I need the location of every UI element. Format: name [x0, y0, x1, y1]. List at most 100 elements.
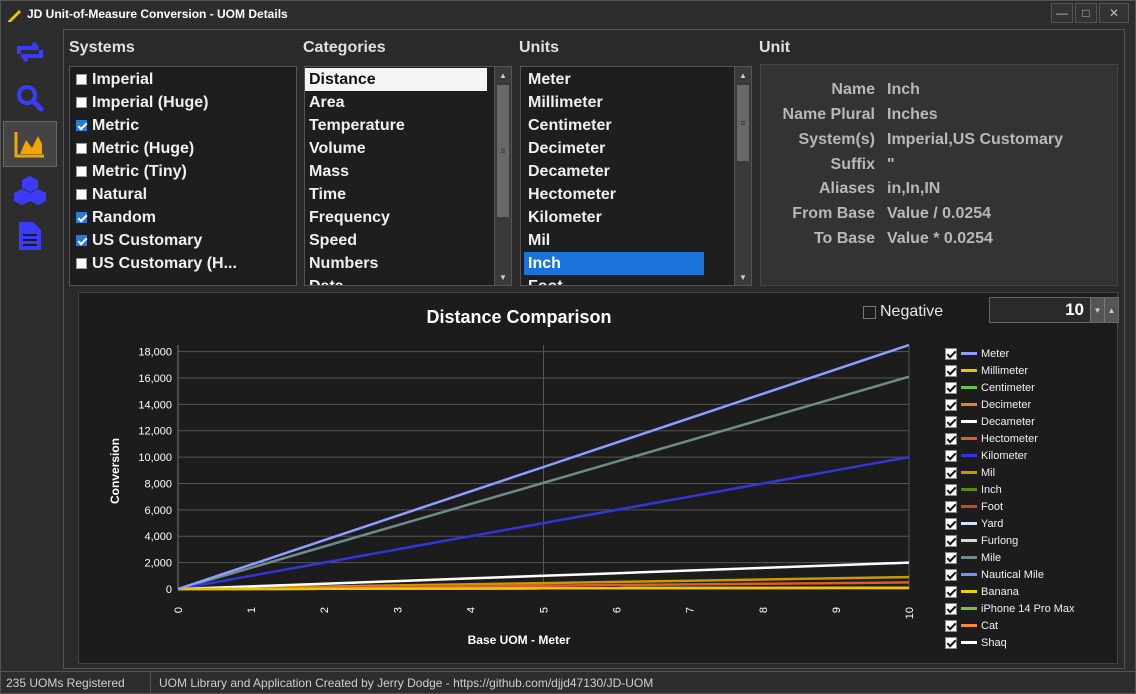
legend-item[interactable]: Yard — [945, 515, 1075, 532]
category-item[interactable]: Mass — [309, 162, 350, 180]
legend-item[interactable]: Millimeter — [945, 362, 1075, 379]
scroll-down-icon[interactable]: ▼ — [495, 269, 511, 285]
spin-down-icon[interactable]: ▼ — [1090, 298, 1104, 322]
system-item[interactable]: Imperial (Huge) — [70, 91, 296, 114]
legend-checkbox[interactable] — [945, 500, 957, 513]
legend-checkbox[interactable] — [945, 585, 957, 598]
legend-checkbox[interactable] — [945, 619, 957, 632]
legend-item[interactable]: Foot — [945, 498, 1075, 515]
category-item[interactable]: Speed — [309, 231, 358, 249]
unit-item[interactable]: Decimeter — [528, 139, 606, 157]
status-credits: UOM Library and Application Created by J… — [159, 675, 654, 690]
legend-item[interactable]: Cat — [945, 617, 1075, 634]
negative-toggle[interactable]: Negative — [863, 303, 943, 321]
legend-item[interactable]: Shaq — [945, 634, 1075, 651]
maximize-button[interactable]: □ — [1075, 3, 1097, 23]
system-checkbox[interactable] — [76, 258, 87, 269]
category-item-selected[interactable]: Distance — [305, 68, 487, 91]
system-checkbox[interactable] — [76, 74, 87, 85]
category-item[interactable]: Volume — [309, 139, 366, 157]
legend-item[interactable]: Decimeter — [945, 396, 1075, 413]
legend-checkbox[interactable] — [945, 364, 957, 377]
system-item[interactable]: US Customary — [70, 229, 296, 252]
system-item[interactable]: Metric (Huge) — [70, 137, 296, 160]
sidebar-item-convert[interactable] — [3, 29, 57, 75]
legend-item[interactable]: Meter — [945, 345, 1075, 362]
system-checkbox[interactable] — [76, 189, 87, 200]
unit-item[interactable]: Meter — [528, 70, 571, 88]
system-item[interactable]: Metric (Tiny) — [70, 160, 296, 183]
legend-checkbox[interactable] — [945, 381, 957, 394]
system-checkbox[interactable] — [76, 120, 87, 131]
legend-item[interactable]: Banana — [945, 583, 1075, 600]
system-checkbox[interactable] — [76, 235, 87, 246]
scroll-up-icon[interactable]: ▲ — [495, 67, 511, 83]
unit-item[interactable]: Hectometer — [528, 185, 617, 203]
system-item[interactable]: Imperial — [70, 68, 296, 91]
negative-checkbox[interactable] — [863, 305, 876, 319]
sidebar-item-search[interactable] — [3, 75, 57, 121]
category-item[interactable]: Data — [309, 277, 344, 286]
legend-item[interactable]: iPhone 14 Pro Max — [945, 600, 1075, 617]
legend-item[interactable]: Kilometer — [945, 447, 1075, 464]
sidebar-item-document[interactable] — [3, 213, 57, 259]
spin-up-icon[interactable]: ▲ — [1104, 298, 1118, 322]
close-button[interactable]: ✕ — [1099, 3, 1129, 23]
system-checkbox[interactable] — [76, 212, 87, 223]
cubes-icon — [14, 176, 46, 205]
scroll-thumb[interactable]: ≡ — [737, 85, 749, 161]
category-item[interactable]: Numbers — [309, 254, 379, 272]
legend-checkbox[interactable] — [945, 517, 957, 530]
system-checkbox[interactable] — [76, 143, 87, 154]
legend-checkbox[interactable] — [945, 551, 957, 564]
legend-item[interactable]: Furlong — [945, 532, 1075, 549]
legend-checkbox[interactable] — [945, 398, 957, 411]
categories-scrollbar[interactable]: ▲ ≡ ▼ — [494, 67, 511, 285]
legend-item[interactable]: Inch — [945, 481, 1075, 498]
range-spinner-value[interactable]: 10 — [1065, 300, 1084, 319]
scroll-up-icon[interactable]: ▲ — [735, 67, 751, 83]
legend-checkbox[interactable] — [945, 568, 957, 581]
legend-item[interactable]: Mile — [945, 549, 1075, 566]
system-checkbox[interactable] — [76, 97, 87, 108]
category-item[interactable]: Frequency — [309, 208, 390, 226]
unit-item[interactable]: Millimeter — [528, 93, 603, 111]
category-item[interactable]: Temperature — [309, 116, 405, 134]
legend-label: Nautical Mile — [981, 568, 1044, 581]
unit-item[interactable]: Centimeter — [528, 116, 612, 134]
unit-item-selected[interactable]: Inch — [524, 252, 704, 275]
legend-checkbox[interactable] — [945, 415, 957, 428]
category-item[interactable]: Time — [309, 185, 347, 203]
minimize-button[interactable]: — — [1051, 3, 1073, 23]
legend-item[interactable]: Centimeter — [945, 379, 1075, 396]
legend-checkbox[interactable] — [945, 432, 957, 445]
legend-checkbox[interactable] — [945, 449, 957, 462]
system-checkbox[interactable] — [76, 166, 87, 177]
legend-checkbox[interactable] — [945, 534, 957, 547]
category-item[interactable]: Area — [309, 93, 345, 111]
legend-checkbox[interactable] — [945, 602, 957, 615]
system-item[interactable]: Random — [70, 206, 296, 229]
legend-item[interactable]: Decameter — [945, 413, 1075, 430]
scroll-thumb[interactable]: ≡ — [497, 85, 509, 217]
legend-item[interactable]: Hectometer — [945, 430, 1075, 447]
legend-checkbox[interactable] — [945, 347, 957, 360]
unit-item[interactable]: Mil — [528, 231, 551, 249]
legend-checkbox[interactable] — [945, 636, 957, 649]
legend-checkbox[interactable] — [945, 483, 957, 496]
legend-checkbox[interactable] — [945, 466, 957, 479]
system-item[interactable]: Natural — [70, 183, 296, 206]
sidebar-item-cubes[interactable] — [3, 167, 57, 213]
legend-item[interactable]: Nautical Mile — [945, 566, 1075, 583]
unit-item[interactable]: Kilometer — [528, 208, 602, 226]
unit-item[interactable]: Decameter — [528, 162, 610, 180]
units-scrollbar[interactable]: ▲ ≡ ▼ — [734, 67, 751, 285]
unit-item[interactable]: Foot — [528, 277, 563, 286]
scroll-down-icon[interactable]: ▼ — [735, 269, 751, 285]
negative-label: Negative — [880, 303, 944, 320]
legend-item[interactable]: Mil — [945, 464, 1075, 481]
system-item[interactable]: US Customary (H... — [70, 252, 296, 275]
sidebar-item-chart[interactable] — [3, 121, 57, 167]
range-spinner[interactable]: 10 ▼ ▲ — [989, 297, 1119, 323]
system-item[interactable]: Metric — [70, 114, 296, 137]
